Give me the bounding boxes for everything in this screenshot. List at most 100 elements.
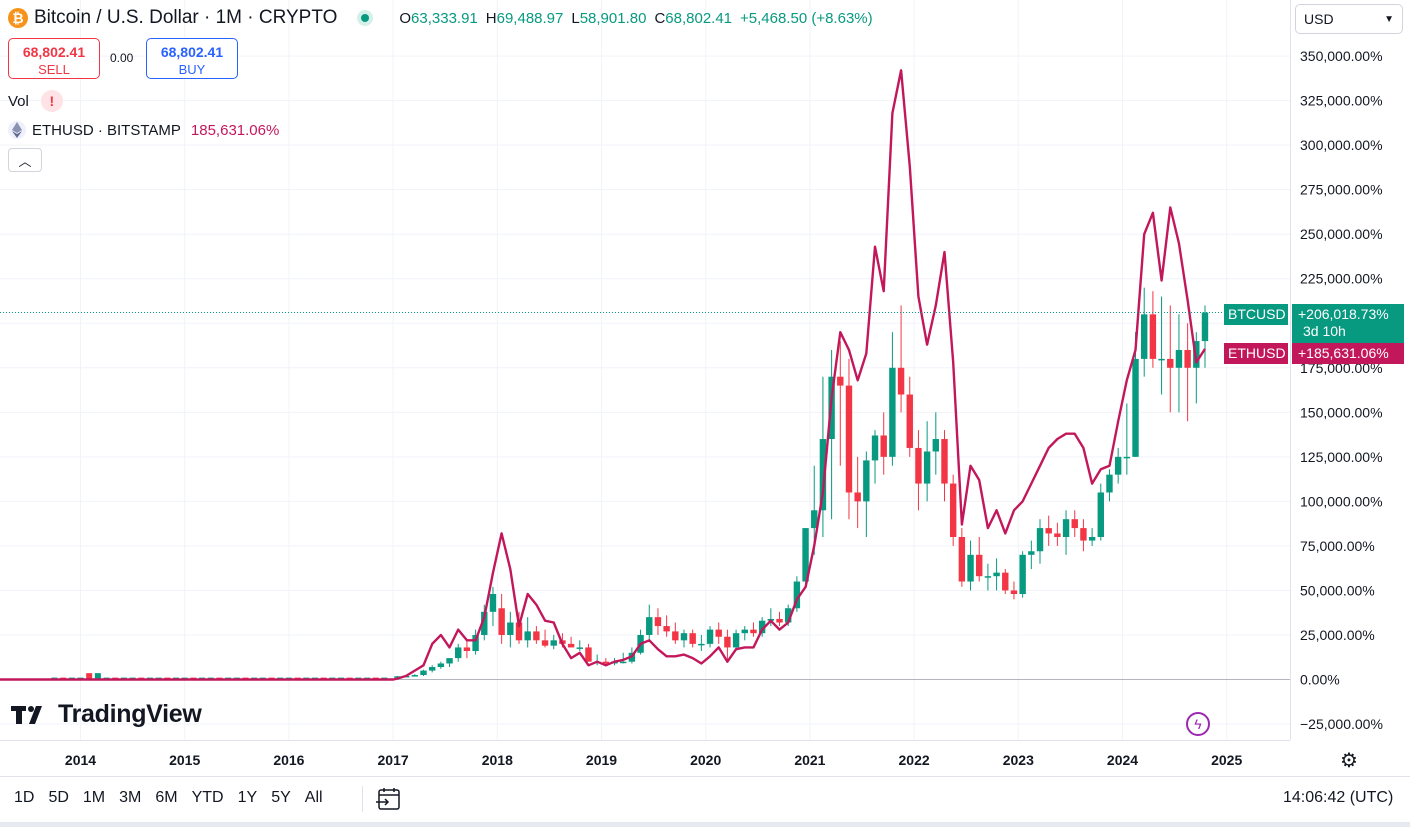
candle	[967, 554, 974, 582]
candle	[1054, 533, 1061, 538]
x-tick-label: 2014	[65, 752, 96, 768]
candle	[1019, 554, 1026, 595]
y-tick-label: 275,000.00%	[1300, 182, 1383, 198]
spread-value: 0.00	[110, 51, 134, 65]
range-1m[interactable]: 1M	[82, 789, 106, 806]
range-5y[interactable]: 5Y	[271, 789, 291, 806]
candle	[533, 631, 540, 641]
candle	[741, 629, 748, 634]
range-ytd[interactable]: YTD	[191, 789, 224, 806]
candle	[871, 435, 879, 461]
candle	[923, 451, 931, 484]
compare-symbol-legend[interactable]: ETHUSD · BITSTAMP 185,631.06%	[8, 120, 279, 140]
collapse-legend-button[interactable]: ︿	[8, 148, 42, 172]
y-tick-label: −25,000.00%	[1300, 716, 1383, 732]
candle	[698, 643, 705, 646]
candle	[1071, 519, 1078, 529]
volume-label: Vol	[8, 92, 29, 110]
y-axis: 350,000.00% 325,000.00% 300,000.00% 275,000…	[1300, 48, 1383, 732]
toolbar-divider	[362, 786, 363, 812]
compare-symbol-name: ETHUSD · BITSTAMP	[32, 121, 181, 139]
btc-price-tag-symbol: BTCUSD	[1224, 304, 1288, 325]
btc-price-tag-value: +206,018.73% 3d 10h	[1292, 304, 1404, 344]
chevron-up-icon: ︿	[18, 153, 32, 169]
range-1d[interactable]: 1D	[14, 789, 35, 806]
candle	[1002, 572, 1009, 591]
open-value: 63,333.91	[411, 9, 478, 27]
candle	[958, 537, 966, 582]
candle	[1010, 590, 1018, 595]
range-all[interactable]: All	[304, 789, 323, 806]
close-label: C	[654, 9, 666, 27]
y-tick-label: 50,000.00%	[1300, 582, 1375, 598]
candle	[646, 617, 653, 635]
candle	[1080, 528, 1087, 541]
candle	[784, 608, 792, 623]
candle	[472, 634, 479, 652]
sell-label: SELL	[38, 62, 70, 77]
calendar-goto-icon[interactable]	[374, 786, 402, 812]
eth-line	[0, 69, 1207, 681]
volume-indicator[interactable]: Vol !	[8, 90, 63, 112]
gear-icon[interactable]: ⚙	[1340, 750, 1358, 772]
candle	[524, 631, 531, 641]
sell-button[interactable]: 68,802.41 SELL	[8, 38, 100, 79]
candle	[993, 572, 1000, 577]
range-6m[interactable]: 6M	[155, 789, 178, 806]
candle	[880, 435, 887, 457]
range-5d[interactable]: 5D	[48, 789, 69, 806]
buy-button[interactable]: 68,802.41 BUY	[146, 38, 238, 79]
candle	[515, 622, 523, 641]
x-tick-label: 2025	[1211, 752, 1242, 768]
candle	[86, 673, 93, 679]
bottom-toolbar	[0, 776, 1410, 823]
candle	[672, 631, 679, 641]
y-tick-label: 150,000.00%	[1300, 404, 1383, 420]
currency-select[interactable]: USD ▼	[1295, 4, 1403, 34]
tradingview-logo[interactable]: TradingView	[10, 700, 202, 729]
btc-candles	[51, 287, 1209, 680]
compare-symbol-value: 185,631.06%	[190, 121, 280, 139]
candle	[845, 385, 853, 493]
candle	[654, 617, 662, 627]
y-tick-label: 25,000.00%	[1300, 627, 1375, 643]
x-tick-label: 2019	[586, 752, 617, 768]
symbol-header: ₿ Bitcoin / U.S. Dollar · 1M · CRYPTO O6…	[8, 7, 873, 29]
y-tick-label: 75,000.00%	[1300, 538, 1375, 554]
utc-clock[interactable]: 14:06:42 (UTC)	[1283, 789, 1394, 806]
x-tick-label: 2018	[482, 752, 513, 768]
candle	[620, 661, 627, 664]
y-tick-label: 225,000.00%	[1300, 271, 1383, 287]
candle	[1114, 456, 1122, 475]
low-value: 58,901.80	[579, 9, 647, 27]
candle	[802, 528, 809, 582]
open-label: O	[399, 9, 412, 27]
buy-price: 68,802.41	[160, 44, 224, 60]
candle	[1062, 519, 1070, 538]
candle	[1201, 312, 1209, 342]
symbol-title[interactable]: Bitcoin / U.S. Dollar · 1M · CRYPTO	[34, 7, 338, 28]
candle	[1132, 358, 1139, 457]
candle	[819, 439, 827, 511]
range-3m[interactable]: 3M	[119, 789, 142, 806]
candle	[1184, 349, 1191, 368]
range-1y[interactable]: 1Y	[237, 789, 258, 806]
candle	[489, 594, 497, 612]
candle	[863, 460, 870, 502]
candle	[1028, 551, 1035, 555]
x-tick-label: 2024	[1107, 752, 1138, 768]
high-label: H	[485, 9, 497, 27]
candle	[1036, 528, 1044, 552]
brand-name: TradingView	[58, 700, 202, 728]
candle	[567, 643, 575, 648]
candle	[481, 611, 488, 635]
candle	[706, 629, 714, 644]
warning-icon[interactable]: !	[40, 90, 63, 112]
high-value: 69,488.97	[496, 9, 564, 27]
candle	[776, 618, 783, 623]
currency-value: USD	[1304, 11, 1334, 27]
candle	[724, 636, 731, 648]
lightning-icon[interactable]: ϟ	[1186, 712, 1210, 736]
candle	[1167, 358, 1174, 368]
